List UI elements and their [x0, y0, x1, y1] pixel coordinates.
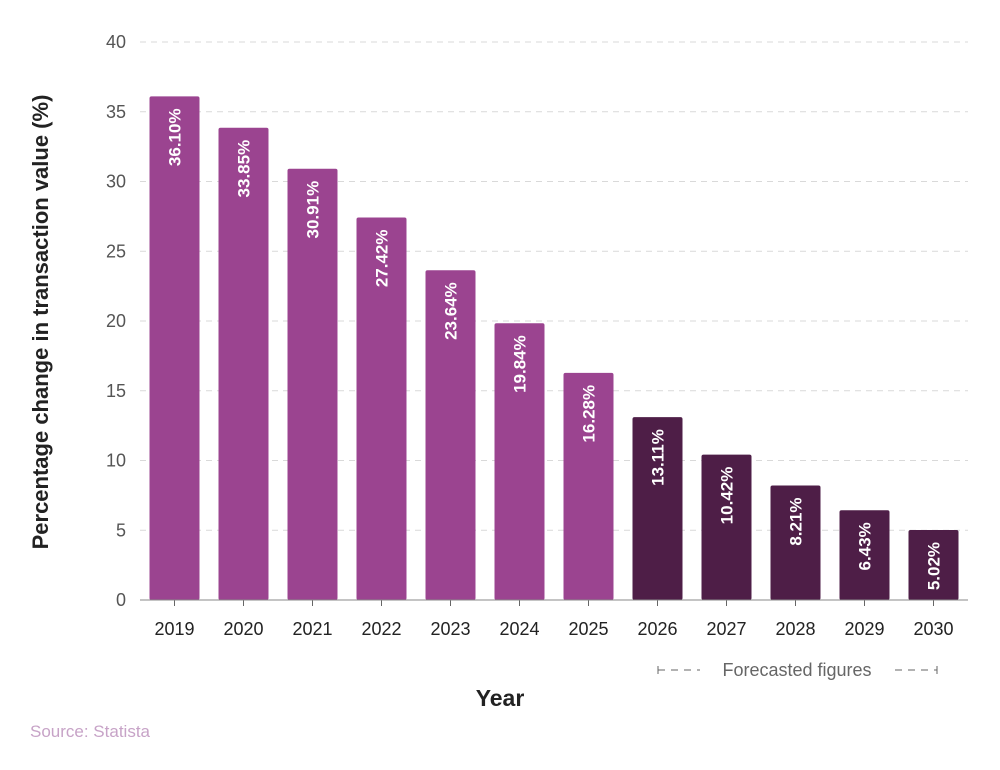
- x-tick-labels: 2019 2020 2021 2022 2023 2024 2025 2026 2027 2028…: [154, 600, 954, 639]
- bar: [218, 127, 269, 600]
- source-note: Source: Statista: [30, 722, 151, 741]
- x-tick-label: 2019: [154, 619, 194, 639]
- data-label: 8.21%: [787, 497, 806, 545]
- bar: [149, 96, 200, 600]
- data-label: 23.64%: [442, 282, 461, 340]
- gridlines: [140, 41, 968, 531]
- bar: [356, 217, 407, 600]
- y-tick-label: 15: [106, 381, 126, 401]
- x-tick-label: 2025: [568, 619, 608, 639]
- bar: [425, 270, 476, 600]
- forecast-bracket-right-icon: [895, 666, 938, 674]
- x-tick-label: 2022: [361, 619, 401, 639]
- data-label: 5.02%: [925, 542, 944, 590]
- x-tick-label: 2030: [913, 619, 953, 639]
- bar: [563, 372, 614, 600]
- data-label: 36.10%: [166, 108, 185, 166]
- bar: [908, 529, 959, 600]
- y-tick-label: 30: [106, 172, 126, 192]
- y-tick-labels: 0 5 10 15 20 25 30 35 40: [106, 32, 126, 610]
- x-tick-label: 2020: [223, 619, 263, 639]
- forecast-label: Forecasted figures: [722, 660, 871, 680]
- bars: 36.10% 33.85% 30.91% 27.42% 23.64% 19.84% 16.2…: [149, 96, 959, 601]
- data-label: 6.43%: [856, 522, 875, 570]
- bar: [632, 417, 683, 600]
- y-tick-label: 0: [116, 590, 126, 610]
- data-label: 33.85%: [235, 140, 254, 198]
- forecast-legend: Forecasted figures: [657, 660, 938, 680]
- data-label: 16.28%: [580, 385, 599, 443]
- bar: [287, 168, 338, 601]
- forecast-bracket-left-icon: [657, 666, 700, 674]
- y-axis-title: Percentage change in transaction value (…: [28, 95, 53, 550]
- y-tick-label: 35: [106, 102, 126, 122]
- data-label: 13.11%: [649, 429, 668, 486]
- x-tick-label: 2029: [844, 619, 884, 639]
- data-label: 30.91%: [304, 181, 323, 239]
- data-label: 27.42%: [373, 229, 392, 287]
- x-tick-label: 2026: [637, 619, 677, 639]
- x-axis-title: Year: [476, 685, 525, 711]
- y-tick-label: 10: [106, 451, 126, 471]
- bar: [839, 510, 890, 600]
- bar: [701, 454, 752, 600]
- y-tick-label: 40: [106, 32, 126, 52]
- x-tick-label: 2028: [775, 619, 815, 639]
- x-tick-label: 2021: [292, 619, 332, 639]
- data-label: 19.84%: [511, 335, 530, 393]
- x-tick-label: 2024: [499, 619, 539, 639]
- y-tick-label: 25: [106, 241, 126, 261]
- y-tick-label: 20: [106, 311, 126, 331]
- x-tick-label: 2023: [430, 619, 470, 639]
- bar: [770, 485, 821, 600]
- data-label: 10.42%: [718, 467, 737, 525]
- bar: [494, 323, 545, 600]
- y-tick-label: 5: [116, 520, 126, 540]
- x-tick-label: 2027: [706, 619, 746, 639]
